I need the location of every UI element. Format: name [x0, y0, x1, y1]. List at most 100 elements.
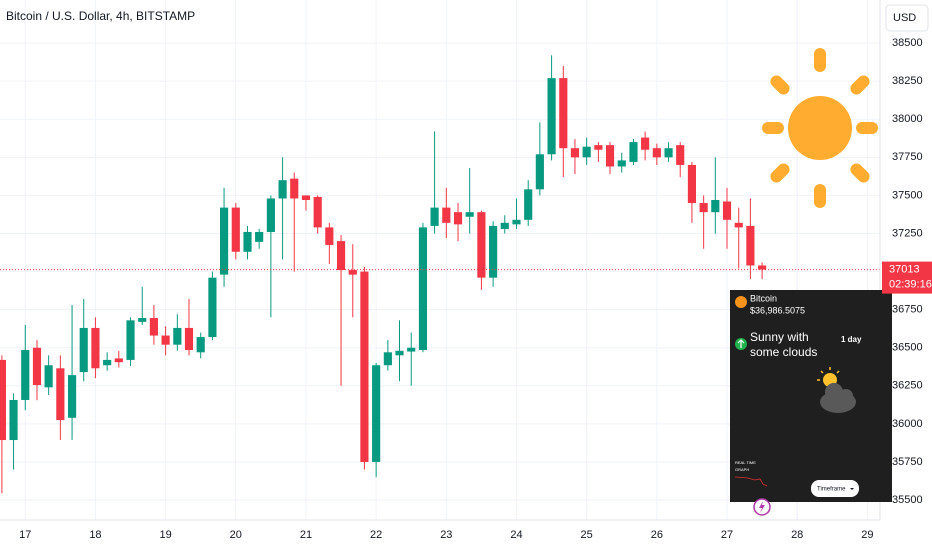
candle-body [430, 207, 439, 226]
candle-body [383, 352, 392, 366]
period-label: 1 day [841, 335, 862, 344]
graph-label: GRAPH [735, 467, 749, 472]
candle-body [56, 368, 65, 421]
candle-body [711, 199, 720, 213]
forecast-line: some clouds [750, 345, 817, 359]
x-tick-label: 26 [651, 529, 663, 541]
current-price-label: 37013 [889, 264, 920, 276]
y-tick-label: 36000 [892, 418, 923, 430]
coin-price: $36,986.5075 [750, 305, 805, 315]
candle-body [114, 358, 123, 363]
x-tick-label: 23 [440, 529, 452, 541]
candle-body [266, 198, 275, 232]
candle-body [535, 154, 544, 190]
candle-body [722, 201, 732, 220]
graph-label: REAL TIME [735, 460, 756, 465]
candle-body [21, 350, 30, 400]
candle-body [489, 225, 498, 278]
candle-body [477, 212, 486, 278]
candle-body [453, 212, 463, 225]
candle-body [255, 231, 264, 242]
candle-body [629, 142, 638, 162]
candle-body [617, 160, 626, 167]
x-tick-label: 24 [510, 529, 522, 541]
coin-name: Bitcoin [750, 293, 777, 303]
candle-body [126, 320, 135, 360]
y-tick-label: 35750 [892, 456, 923, 468]
trend-arrow [737, 339, 745, 348]
timeframe-button[interactable] [811, 480, 859, 497]
candle-body [208, 277, 217, 338]
y-tick-label: 37500 [892, 189, 923, 201]
candle-body [547, 78, 556, 155]
candle-body [184, 327, 194, 351]
coin-icon [735, 296, 747, 308]
candle-body [372, 365, 381, 462]
forecast-line: Sunny with [750, 330, 809, 344]
candle-body [336, 241, 346, 271]
candle-body [524, 189, 533, 220]
candle-body [138, 318, 147, 322]
candle-body [594, 145, 603, 150]
candle-body [652, 148, 661, 158]
y-tick-label: 38250 [892, 75, 923, 87]
candle-body [699, 203, 708, 213]
dropdown-caret [850, 488, 854, 490]
cloud-sun-icon [817, 367, 856, 413]
candle-body [348, 270, 357, 275]
candle-body [313, 196, 322, 228]
candle-body [395, 350, 404, 356]
y-tick-label: 38000 [892, 113, 923, 125]
candle-body [582, 146, 591, 158]
candle-body [67, 375, 77, 418]
chart-title: Bitcoin / U.S. Dollar, 4h, BITSTAMP [6, 9, 195, 23]
candle-body [664, 148, 673, 158]
candle-body [360, 271, 369, 462]
candle-body [418, 227, 428, 351]
candle-body [465, 212, 474, 217]
x-tick-label: 28 [791, 529, 803, 541]
candle-body [0, 359, 6, 441]
candle-layer [0, 55, 880, 494]
y-tick-label: 37250 [892, 227, 923, 239]
candle-body [746, 225, 755, 266]
candle-body [559, 78, 568, 149]
candle-body [500, 222, 509, 229]
candle-body [407, 347, 416, 352]
candle-body [325, 227, 334, 245]
axis-layer: 3550035750360003625036500367503700037250… [0, 0, 923, 541]
candle-body [32, 347, 42, 386]
candle-body [278, 180, 287, 199]
sun-illustration [762, 48, 878, 208]
x-tick-label: 18 [89, 529, 101, 541]
candle-body [173, 327, 182, 345]
currency-button[interactable] [885, 4, 929, 32]
candle-body [758, 265, 767, 270]
candle-body [605, 145, 615, 167]
candle-body [512, 219, 521, 225]
candle-body [161, 335, 170, 345]
x-tick-label: 25 [581, 529, 593, 541]
countdown-label: 02:39:16 [889, 279, 932, 291]
price-tag: 37013 02:39:16 [882, 261, 932, 294]
weather-widget: Bitcoin $36,986.5075 Sunny with some clo… [730, 290, 892, 516]
candle-body [243, 231, 252, 252]
x-tick-label: 27 [721, 529, 733, 541]
x-tick-label: 20 [230, 529, 242, 541]
x-tick-label: 21 [300, 529, 312, 541]
candle-body [196, 337, 205, 353]
candle-body [149, 318, 158, 336]
x-tick-label: 19 [159, 529, 171, 541]
candle-body [442, 207, 451, 223]
candle-body [734, 222, 743, 228]
currency-label[interactable]: USD [893, 12, 916, 24]
mini-graph [734, 476, 768, 487]
y-tick-label: 35500 [892, 494, 923, 506]
timeframe-label[interactable]: Timeframe [817, 487, 846, 493]
y-tick-label: 38500 [892, 37, 923, 49]
candle-body [91, 327, 100, 369]
x-tick-label: 29 [861, 529, 873, 541]
widget-background [730, 290, 892, 502]
y-tick-label: 36500 [892, 342, 923, 354]
